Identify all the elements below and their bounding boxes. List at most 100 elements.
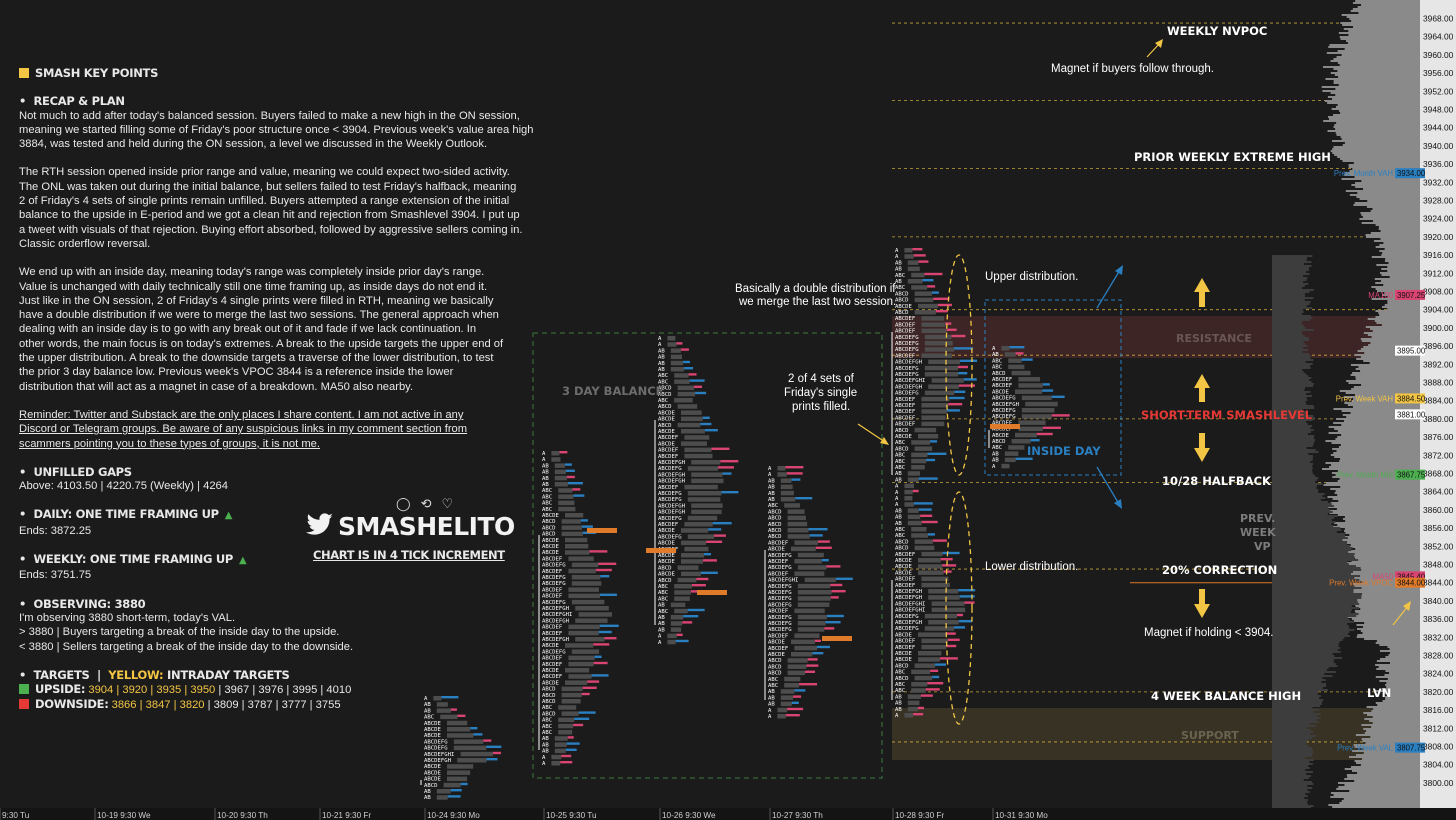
volume-bar: [1360, 608, 1420, 610]
volume-bar: [1384, 248, 1420, 250]
profile-volume-bar: [780, 490, 794, 496]
profile-volume-bar: [561, 525, 582, 530]
volume-bar: [1353, 744, 1420, 746]
delta-bar: [457, 714, 466, 717]
volume-bar: [1386, 682, 1420, 684]
volume-bar: [1350, 364, 1420, 366]
delta-bar: [566, 742, 580, 745]
profile-volume-bar: [914, 427, 937, 433]
price-tag-label: 3867.75: [1397, 471, 1426, 480]
prev-week-volume-bar: [1272, 277, 1308, 279]
price-tick-label: 3920.00: [1423, 232, 1454, 242]
tpo-row: ABCDEF: [895, 316, 916, 322]
reminder-link[interactable]: Reminder: Twitter and Substack are the o…: [19, 408, 468, 450]
profile-volume-bar: [911, 527, 927, 532]
tpo-row: A: [895, 254, 899, 260]
volume-bar: [1348, 596, 1420, 598]
volume-bar: [1335, 474, 1420, 476]
volume-bar: [1325, 506, 1420, 508]
volume-bar: [1384, 260, 1420, 262]
volume-bar: [1332, 152, 1420, 154]
tpo-row: ABCDEFGH: [542, 618, 569, 624]
volume-bar: [1336, 122, 1420, 124]
delta-bar: [830, 596, 839, 599]
social-icons[interactable]: ◯⟲♡: [396, 496, 463, 512]
delta-bar: [940, 558, 953, 561]
volume-bar: [1340, 458, 1420, 460]
lvn-label: LVN: [1367, 686, 1391, 700]
upside-targets: UPSIDE: 3904 | 3920 | 3935 | 3950 | 3967…: [19, 682, 534, 697]
prev-week-volume-bar: [1272, 447, 1307, 449]
volume-bar: [1347, 42, 1420, 44]
profile-volume-bar: [677, 385, 695, 391]
profile-volume-bar: [928, 359, 961, 365]
tpo-row: A: [542, 451, 546, 457]
profile-volume-bar: [691, 472, 723, 477]
delta-bar: [951, 334, 966, 338]
tpo-row: AB: [424, 702, 431, 708]
heart-icon[interactable]: ♡: [441, 496, 464, 511]
profile-volume-bar: [921, 576, 949, 582]
delta-bar: [927, 682, 944, 685]
comment-icon[interactable]: ◯: [396, 496, 421, 511]
recap-paragraph-1: Not much to add after today's balanced s…: [19, 109, 534, 151]
prev-week-volume-bar: [1272, 663, 1336, 665]
price-tick-label: 3952.00: [1423, 86, 1454, 96]
tpo-row: ABCDE: [895, 564, 912, 570]
volume-bar: [1338, 786, 1420, 788]
tpo-row: ABCDEFG: [768, 590, 792, 596]
tpo-row: ABCDEFGH: [895, 595, 922, 601]
volume-bar: [1378, 228, 1420, 230]
time-axis-labels: 9:30 Tu 10-19 9:30 We 10-20 9:30 Th 10-21 9…: [0, 808, 1048, 820]
volume-bar: [1370, 232, 1420, 234]
tpo-row: ABCDEFGH: [895, 384, 922, 390]
tpo-row: ABCD: [992, 371, 1006, 377]
delta-bar: [931, 291, 939, 294]
tpo-row: ABCDEF: [768, 540, 789, 546]
volume-bar: [1345, 520, 1420, 522]
gaps-text: Above: 4103.50 | 4220.75 (Weekly) | 4264: [19, 480, 228, 493]
profile-volume-bar: [674, 590, 691, 595]
volume-bar: [1350, 374, 1420, 376]
profile-volume-bar: [780, 484, 793, 490]
tpo-row: ABCDEFGH: [658, 460, 685, 466]
retweet-icon[interactable]: ⟲: [420, 496, 442, 511]
volume-bar: [1369, 328, 1420, 330]
delta-bar: [722, 472, 732, 475]
volume-bar: [1351, 184, 1420, 186]
prev-week-volume-bar: [1272, 675, 1333, 677]
prev-week-volume-bar: [1272, 261, 1312, 263]
volume-bar: [1387, 646, 1420, 648]
delta-bar: [806, 664, 819, 667]
prev-week-volume-bar: [1272, 661, 1334, 663]
delta-bar: [486, 745, 502, 748]
tpo-row: ABCDE: [992, 433, 1009, 439]
profile-volume-bar: [928, 589, 959, 594]
tpo-row: ABCDEF: [542, 674, 563, 680]
profile-volume-bar: [931, 601, 965, 606]
profile-volume-bar: [670, 621, 683, 626]
price-tick-label: 3840.00: [1423, 596, 1454, 606]
tpo-row: ABC: [768, 677, 778, 683]
prev-week-volume-bar: [1272, 453, 1309, 455]
tpo-row: ABC: [542, 488, 552, 494]
prev-week-volume-bar: [1272, 475, 1316, 477]
volume-bar: [1370, 210, 1420, 212]
prev-week-volume-bar: [1272, 531, 1337, 533]
volume-bar: [1355, 548, 1420, 550]
tpo-row: A: [424, 696, 428, 702]
volume-bar: [1383, 284, 1420, 286]
prev-week-volume-bar: [1272, 691, 1319, 693]
volume-bar: [1384, 674, 1420, 676]
delta-bar: [791, 701, 799, 704]
weekly-volume-profile: [1321, 0, 1420, 808]
prev-week-volume-bar: [1272, 667, 1329, 669]
volume-bar: [1330, 454, 1420, 456]
delta-bar: [704, 553, 712, 556]
profile-volume-bar: [684, 522, 713, 527]
prev-week-volume-bar: [1272, 385, 1314, 387]
profile-volume-bar: [914, 539, 933, 544]
profile-volume-bar: [558, 488, 573, 493]
profile-volume-bar: [911, 272, 925, 278]
volume-bar: [1337, 62, 1420, 64]
